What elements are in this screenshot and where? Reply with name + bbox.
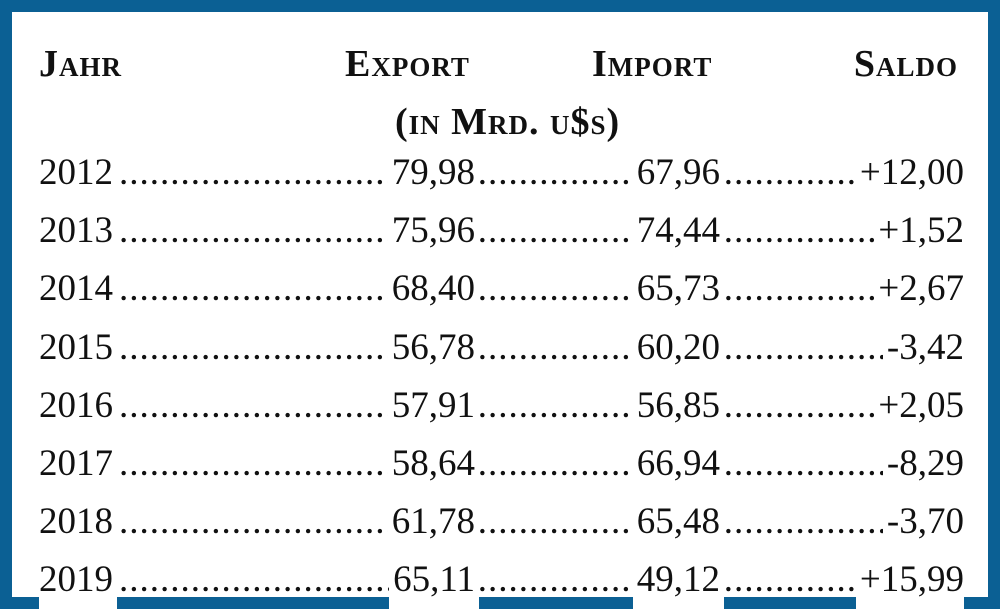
year-cell: 2017	[39, 434, 117, 494]
table-row: ........................................…	[39, 144, 964, 203]
dot-leader: ........................................…	[119, 268, 964, 310]
year-cell: 2019	[39, 551, 117, 610]
header-export: Export	[345, 43, 470, 85]
dot-leader: ........................................…	[119, 559, 964, 601]
saldo-cell: -3,42	[882, 318, 964, 377]
import-cell: 56,85	[632, 376, 724, 435]
table-row: ........................................…	[39, 376, 964, 435]
header-unit: (in Mrd. u$s)	[395, 101, 621, 143]
table-header: Jahr Export Import Saldo (in Mrd. u$s)	[12, 12, 988, 142]
table-row: ........................................…	[39, 260, 964, 319]
year-cell: 2013	[39, 202, 117, 261]
year-cell: 2014	[39, 260, 117, 319]
import-cell: 74,44	[632, 202, 724, 261]
header-import: Import	[592, 43, 713, 85]
table-body: ........................................…	[39, 144, 964, 610]
saldo-cell: -3,70	[882, 493, 964, 552]
export-cell: 58,64	[387, 434, 479, 494]
dot-leader: ........................................…	[119, 442, 964, 484]
table-row: ........................................…	[39, 434, 964, 494]
saldo-cell: +2,05	[874, 376, 964, 435]
header-year: Jahr	[39, 43, 122, 85]
saldo-cell: +1,52	[874, 202, 964, 261]
dot-leader: ........................................…	[119, 210, 964, 252]
header-saldo: Saldo	[853, 43, 958, 85]
export-cell: 79,98	[387, 144, 479, 203]
saldo-cell: -8,29	[882, 434, 964, 494]
saldo-cell: +2,67	[874, 260, 964, 319]
table-row: ........................................…	[39, 318, 964, 377]
dot-leader: ........................................…	[119, 384, 964, 426]
import-cell: 49,12	[632, 551, 724, 610]
export-cell: 65,11	[389, 551, 479, 610]
export-cell: 68,40	[387, 260, 479, 319]
import-cell: 65,48	[632, 493, 724, 552]
export-cell: 75,96	[387, 202, 479, 261]
table-row: ........................................…	[39, 493, 964, 552]
dot-leader: ........................................…	[119, 326, 964, 368]
export-cell: 57,91	[387, 376, 479, 435]
import-cell: 60,20	[632, 318, 724, 377]
dot-leader: ........................................…	[119, 501, 964, 543]
saldo-cell: +15,99	[855, 551, 964, 610]
year-cell: 2015	[39, 318, 117, 377]
year-cell: 2012	[39, 144, 117, 203]
import-cell: 65,73	[632, 260, 724, 319]
dot-leader: ........................................…	[119, 152, 964, 193]
year-cell: 2016	[39, 376, 117, 435]
import-cell: 67,96	[632, 144, 724, 203]
export-cell: 61,78	[387, 493, 479, 552]
table-row: ........................................…	[39, 551, 964, 610]
saldo-cell: +12,00	[855, 144, 964, 203]
export-cell: 56,78	[387, 318, 479, 377]
table-row: ........................................…	[39, 202, 964, 261]
year-cell: 2018	[39, 493, 117, 552]
import-cell: 66,94	[632, 434, 724, 494]
